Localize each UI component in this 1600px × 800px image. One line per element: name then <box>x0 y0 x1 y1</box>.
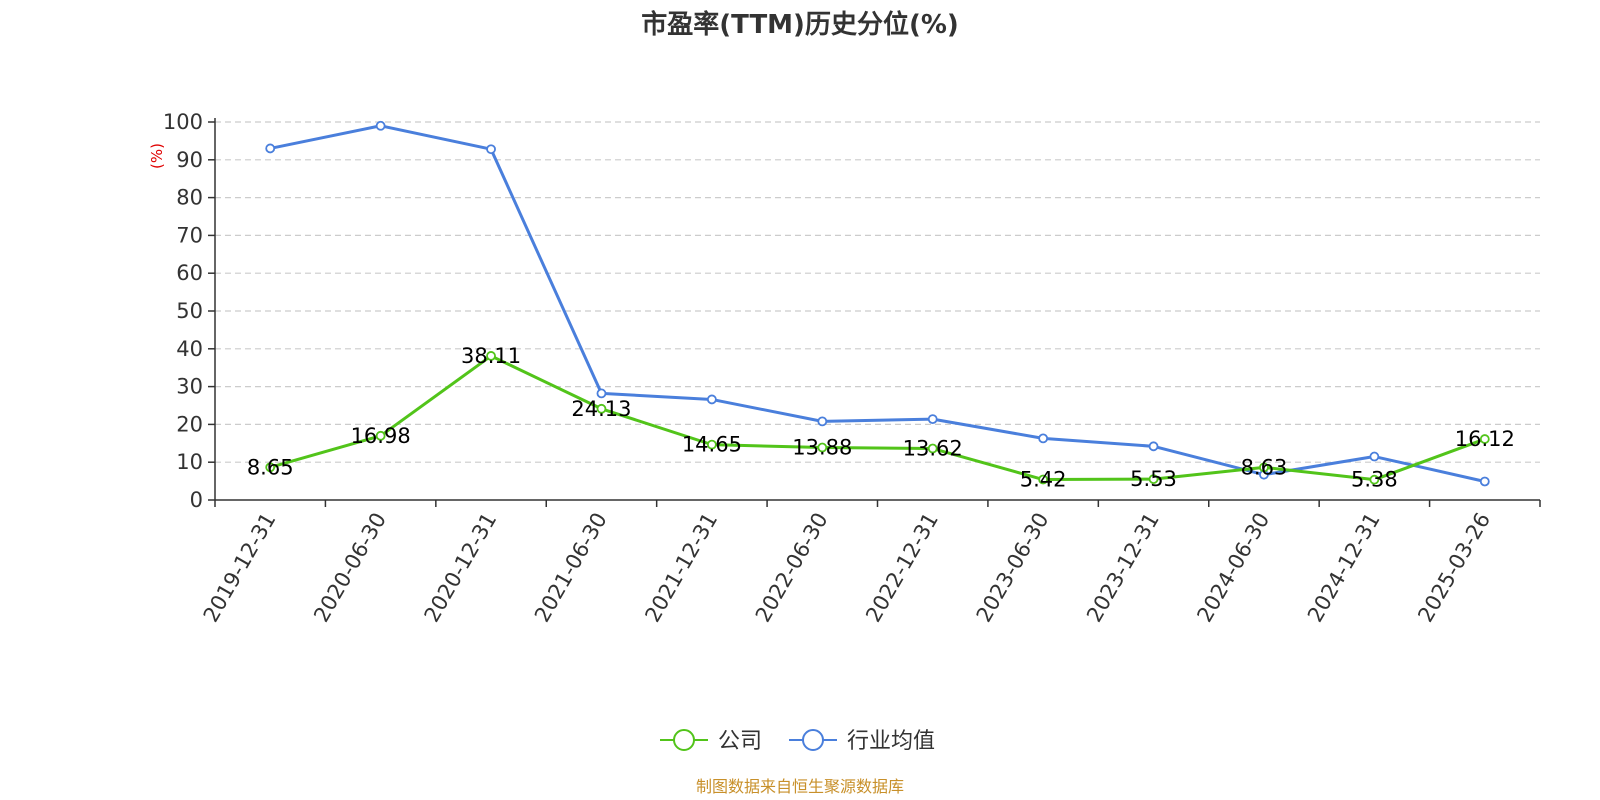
y-tick-label: 10 <box>176 450 203 474</box>
legend-label: 公司 <box>718 729 762 754</box>
y-axis-unit-label: (%) <box>148 143 166 169</box>
axes: 0 10 20 30 40 50 60 70 80 90 100 2019-12-31 2020-06-… <box>163 110 1541 627</box>
legend-swatch-marker <box>802 729 824 751</box>
x-tick-label: 2024-12-31 <box>1303 509 1385 627</box>
data-point <box>1259 462 1269 473</box>
data-point <box>375 430 386 441</box>
data-label: 13.88 <box>792 436 852 460</box>
legend-label: 行业均值 <box>847 729 935 754</box>
x-tick-label: 2024-06-30 <box>1192 509 1274 627</box>
legend-item[interactable]: 公司 <box>660 729 762 754</box>
data-point <box>1479 476 1490 487</box>
x-tick-label: 2019-12-31 <box>199 509 281 627</box>
data-label: 5.53 <box>1130 467 1177 491</box>
y-tick-label: 20 <box>176 412 203 436</box>
y-tick-label: 70 <box>176 223 203 247</box>
data-point <box>927 414 938 425</box>
series-lines <box>265 120 1490 487</box>
data-point <box>1369 451 1380 462</box>
x-tick-label: 2020-06-30 <box>309 509 391 627</box>
data-labels: 8.65 16.98 38.11 24.13 14.65 13.88 13.62 5.42 5.… <box>247 344 1515 492</box>
x-tick-label: 2021-12-31 <box>640 509 722 627</box>
data-point <box>265 143 276 154</box>
data-point <box>596 403 607 414</box>
data-label: 8.65 <box>247 455 294 479</box>
y-tick-label: 60 <box>176 261 203 285</box>
y-tick-label: 40 <box>176 337 203 361</box>
data-point <box>1038 474 1049 485</box>
data-point <box>486 351 496 361</box>
data-point <box>486 144 496 155</box>
data-label: 8.63 <box>1241 455 1288 479</box>
series-line <box>269 354 1486 482</box>
data-point <box>375 120 386 131</box>
series-line <box>269 124 1486 483</box>
y-tick-label: 80 <box>176 186 203 210</box>
x-tick-label: 2023-06-30 <box>972 509 1054 627</box>
data-point <box>817 442 828 453</box>
data-point <box>1369 474 1380 485</box>
legend-swatch-marker <box>673 729 695 751</box>
x-tick-label: 2023-12-31 <box>1082 509 1164 627</box>
legend[interactable]: 公司 行业均值 <box>660 729 935 754</box>
data-label: 14.65 <box>682 433 742 457</box>
data-point <box>706 439 717 450</box>
data-point <box>265 462 276 473</box>
legend-item[interactable]: 行业均值 <box>789 729 935 754</box>
data-point <box>596 388 607 399</box>
data-label: 5.42 <box>1020 468 1067 492</box>
x-tick-label: 2025-03-26 <box>1413 509 1495 627</box>
y-tick-label: 0 <box>190 488 203 512</box>
data-source-note: 制图数据来自恒生聚源数据库 <box>696 777 904 796</box>
data-label: 38.11 <box>461 344 521 368</box>
data-label: 5.38 <box>1351 468 1398 492</box>
y-tick-label: 90 <box>176 148 203 172</box>
x-tick-label: 2022-12-31 <box>861 509 943 627</box>
data-point <box>927 443 938 454</box>
x-tick-label: 2022-06-30 <box>751 509 833 627</box>
data-point <box>1479 434 1490 444</box>
data-point <box>706 394 717 405</box>
data-label: 24.13 <box>571 397 631 421</box>
y-tick-label: 30 <box>176 375 203 399</box>
y-tick-label: 50 <box>176 299 203 323</box>
data-point <box>1148 441 1159 452</box>
data-point <box>1038 433 1049 444</box>
y-tick-label: 100 <box>163 110 203 134</box>
x-tick-label: 2021-06-30 <box>530 509 612 627</box>
data-point <box>1148 474 1159 484</box>
data-label: 16.98 <box>351 424 411 448</box>
x-tick-label: 2020-12-31 <box>420 509 502 627</box>
data-label: 13.62 <box>903 437 963 461</box>
chart-title: 市盈率(TTM)历史分位(%) <box>641 9 959 40</box>
grid-lines <box>215 121 1540 463</box>
data-label: 16.12 <box>1455 427 1515 451</box>
data-point <box>817 416 828 427</box>
